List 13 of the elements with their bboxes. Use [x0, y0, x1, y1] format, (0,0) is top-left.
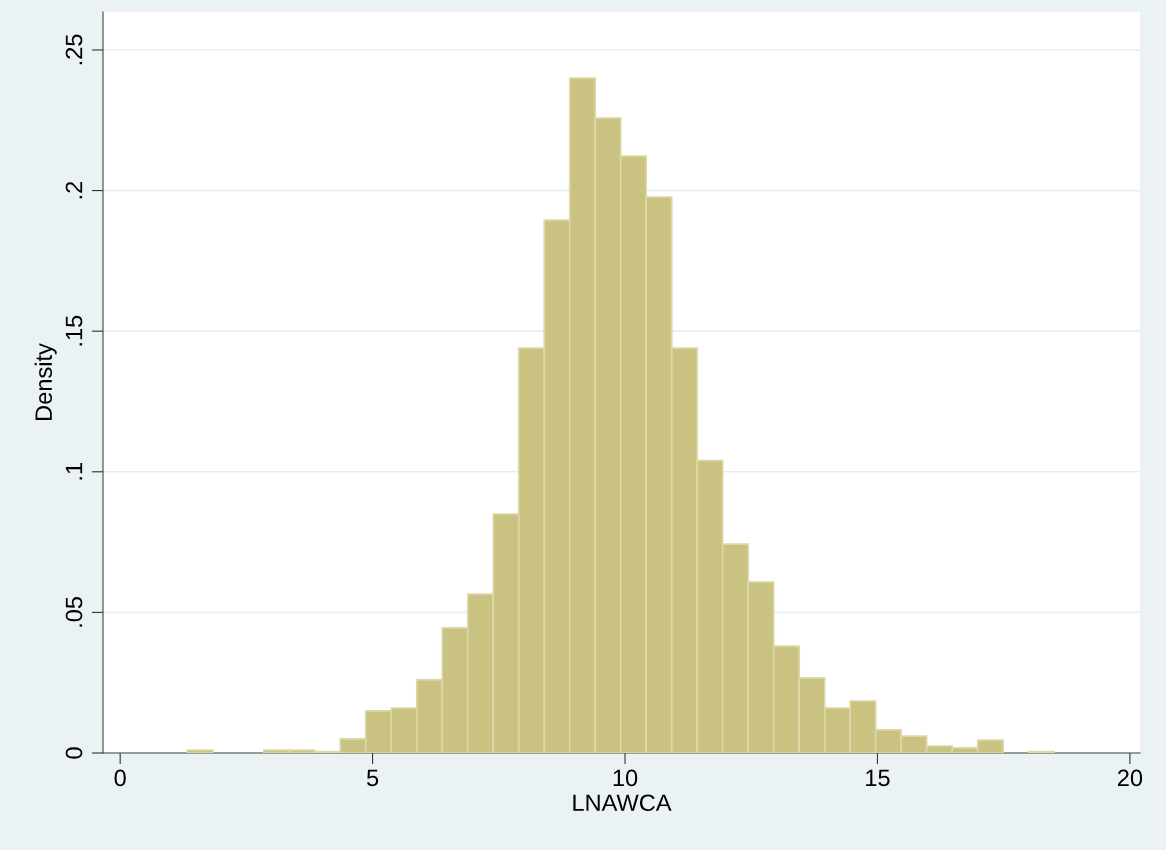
y-tick-label: .1 [65, 463, 83, 480]
y-tick-label: .2 [65, 181, 83, 199]
y-tick-label: .25 [65, 34, 83, 65]
y-tick-label: .15 [65, 315, 83, 346]
x-tick-label: 5 [366, 769, 379, 787]
y-tick-label: 0 [65, 747, 83, 759]
x-tick-label: 0 [114, 769, 126, 787]
x-tick-label: 20 [1117, 769, 1143, 787]
x-axis-title: LNAWCA [573, 794, 672, 812]
y-tick-label: .05 [65, 596, 83, 627]
y-axis-title: Density [34, 343, 57, 420]
x-tick-label: 15 [866, 769, 890, 787]
x-tick-label: 10 [613, 769, 638, 787]
